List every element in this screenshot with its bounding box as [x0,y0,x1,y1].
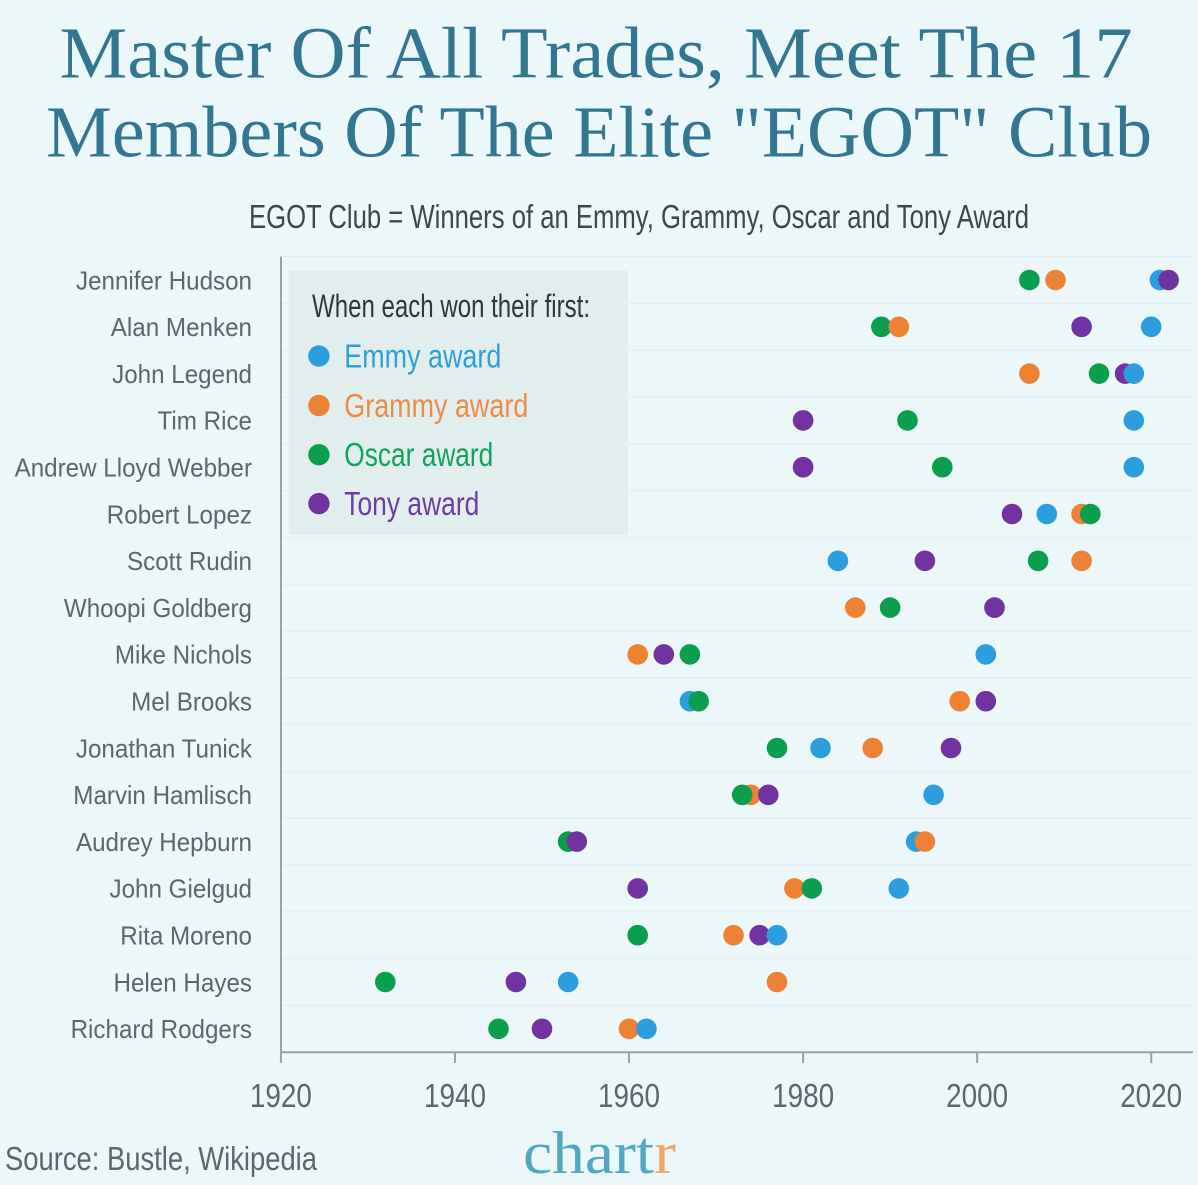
svg-text:John Legend: John Legend [112,359,252,389]
svg-text:Audrey Hepburn: Audrey Hepburn [76,827,252,857]
svg-text:Mike Nichols: Mike Nichols [115,640,252,670]
svg-text:Rita Moreno: Rita Moreno [120,921,252,951]
svg-text:Master Of All Trades, Meet The: Master Of All Trades, Meet The 17 [60,13,1133,94]
svg-text:Richard Rodgers: Richard Rodgers [71,1014,252,1044]
svg-text:1940: 1940 [424,1077,486,1114]
svg-text:Mel Brooks: Mel Brooks [131,687,252,717]
svg-text:Tim Rice: Tim Rice [158,406,253,436]
svg-text:2000: 2000 [946,1077,1008,1114]
svg-text:Helen Hayes: Helen Hayes [114,967,253,997]
svg-text:Robert Lopez: Robert Lopez [107,499,252,529]
svg-text:Alan Menken: Alan Menken [111,312,252,342]
svg-text:2020: 2020 [1120,1077,1182,1114]
svg-text:Whoopi Goldberg: Whoopi Goldberg [64,593,252,623]
svg-text:Members Of The Elite "EGOT" Cl: Members Of The Elite "EGOT" Club [46,92,1152,173]
svg-text:Emmy award: Emmy award [344,339,501,376]
svg-text:Jonathan Tunick: Jonathan Tunick [76,733,253,763]
svg-text:Source: Bustle, Wikipedia: Source: Bustle, Wikipedia [5,1140,318,1177]
svg-text:1960: 1960 [598,1077,660,1114]
svg-text:Oscar award: Oscar award [344,437,493,474]
svg-text:Tony award: Tony award [344,486,479,523]
svg-text:Grammy award: Grammy award [344,388,528,425]
svg-text:When each won their first:: When each won their first: [312,288,590,324]
svg-text:Marvin Hamlisch: Marvin Hamlisch [73,780,252,810]
svg-text:Jennifer Hudson: Jennifer Hudson [76,265,252,295]
svg-text:Scott Rudin: Scott Rudin [127,546,252,576]
svg-text:1980: 1980 [772,1077,834,1114]
svg-text:EGOT Club = Winners of an Emmy: EGOT Club = Winners of an Emmy, Grammy, … [249,198,1029,235]
svg-text:Andrew Lloyd Webber: Andrew Lloyd Webber [15,453,253,483]
svg-text:1920: 1920 [250,1077,312,1114]
svg-text:John Gielgud: John Gielgud [110,874,253,904]
